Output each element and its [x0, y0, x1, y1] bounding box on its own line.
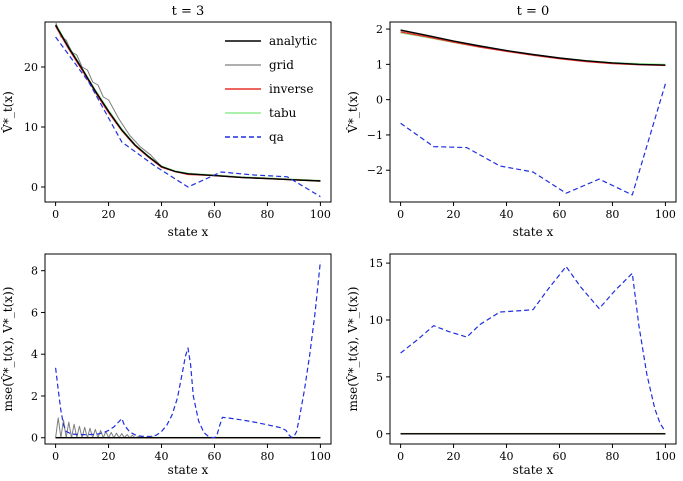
ticks: 0 20 40 60 80 100 0 10 20	[24, 61, 331, 221]
panel-t0-mse: state x mse(V̂*_t(x), V*_t(x)) 0 20 40 60 80…	[345, 253, 677, 477]
x-tick-label: 60	[552, 450, 566, 463]
x-tick-label: 60	[207, 208, 221, 221]
x-tick-label: 0	[52, 450, 59, 463]
y-tick-label: 1	[376, 58, 383, 71]
series-qa-line	[400, 265, 666, 432]
ticks: 0 20 40 60 80 100 0 5 10 15	[369, 257, 676, 463]
y-tick-label: 0	[376, 428, 383, 441]
series-analytic-line	[54, 24, 321, 182]
series-qa-line	[55, 261, 321, 439]
legend-label-qa: qa	[269, 130, 284, 144]
x-tick-label: 60	[552, 208, 566, 221]
x-tick-label: 80	[605, 450, 619, 463]
legend-label-analytic: analytic	[269, 34, 317, 48]
legend: analytic grid inverse tabu qa	[225, 34, 317, 144]
x-tick-label: 20	[102, 208, 116, 221]
ticks: 0 20 40 60 80 100 −2 −1 0 1 2	[367, 23, 676, 221]
series-inverse-line	[54, 25, 321, 182]
x-tick-label: 100	[655, 208, 676, 221]
legend-label-grid: grid	[269, 58, 294, 72]
y-axis-label: V̂*_t(x)	[0, 91, 15, 134]
x-tick-label: 80	[260, 450, 274, 463]
legend-label-inverse: inverse	[269, 82, 313, 96]
series	[55, 261, 321, 439]
x-tick-label: 0	[397, 208, 404, 221]
y-tick-label: 0	[31, 181, 38, 194]
x-tick-label: 0	[52, 208, 59, 221]
x-tick-label: 100	[655, 450, 676, 463]
x-axis-label: state x	[513, 463, 554, 477]
x-tick-label: 40	[500, 450, 514, 463]
y-tick-label: 10	[369, 314, 383, 327]
x-tick-label: 40	[500, 208, 514, 221]
y-tick-label: 2	[31, 390, 38, 403]
y-axis-label: mse(V̂*_t(x), V*_t(x))	[345, 287, 360, 412]
y-tick-label: 20	[24, 61, 38, 74]
y-tick-label: 8	[31, 265, 38, 278]
x-axis-label: state x	[513, 225, 554, 239]
x-tick-label: 100	[310, 208, 331, 221]
x-tick-label: 40	[155, 450, 169, 463]
series-qa-line	[400, 83, 666, 196]
y-tick-label: 0	[31, 432, 38, 445]
y-axis-label: mse(V̂*_t(x), V*_t(x))	[0, 287, 15, 412]
x-tick-label: 40	[155, 208, 169, 221]
x-axis-label: state x	[168, 463, 209, 477]
series-grid-line	[55, 417, 321, 439]
y-tick-label: 6	[31, 306, 38, 319]
y-tick-label: 4	[31, 348, 38, 361]
series	[54, 21, 321, 198]
x-tick-label: 20	[447, 208, 461, 221]
y-tick-label: −1	[367, 129, 383, 142]
panel-title: t = 3	[172, 4, 205, 19]
series-grid-line	[400, 30, 666, 66]
plot-frame	[389, 253, 677, 445]
series	[400, 29, 666, 196]
panel-t3-mse: state x mse(V̂*_t(x), V*_t(x)) 0 20 40 60 80…	[0, 253, 332, 477]
x-tick-label: 20	[447, 450, 461, 463]
y-tick-label: 2	[376, 23, 383, 36]
y-tick-label: 15	[369, 257, 383, 270]
x-tick-label: 60	[207, 450, 221, 463]
plot-frame	[44, 253, 332, 445]
y-axis-label: V̂*_t(x)	[345, 91, 360, 134]
plot-frame	[389, 21, 677, 203]
y-tick-label: −2	[367, 164, 383, 177]
plot-frame	[44, 21, 332, 203]
series-inverse-line	[400, 31, 666, 67]
ticks: 0 20 40 60 80 100 0 2 4 6 8	[31, 265, 331, 463]
series-analytic-line	[400, 29, 666, 66]
x-tick-label: 80	[605, 208, 619, 221]
x-tick-label: 20	[102, 450, 116, 463]
x-tick-label: 100	[310, 450, 331, 463]
x-tick-label: 0	[397, 450, 404, 463]
panel-t0-value: t = 0 state x V̂*_t(x) 0 20 40 60 80 100−2−10…	[345, 4, 677, 239]
y-tick-label: 0	[376, 94, 383, 107]
x-axis-label: state x	[168, 225, 209, 239]
panel-title: t = 0	[517, 4, 550, 19]
panel-t3-value: t = 3 state x V̂*_t(x) 0 20 40 60 80 100 0 10 20…	[0, 4, 332, 239]
legend-label-tabu: tabu	[269, 106, 297, 120]
x-tick-label: 80	[260, 208, 274, 221]
y-tick-label: 5	[376, 371, 383, 384]
series-qa-line	[55, 36, 321, 198]
series	[400, 265, 666, 435]
y-tick-label: 10	[24, 121, 38, 134]
